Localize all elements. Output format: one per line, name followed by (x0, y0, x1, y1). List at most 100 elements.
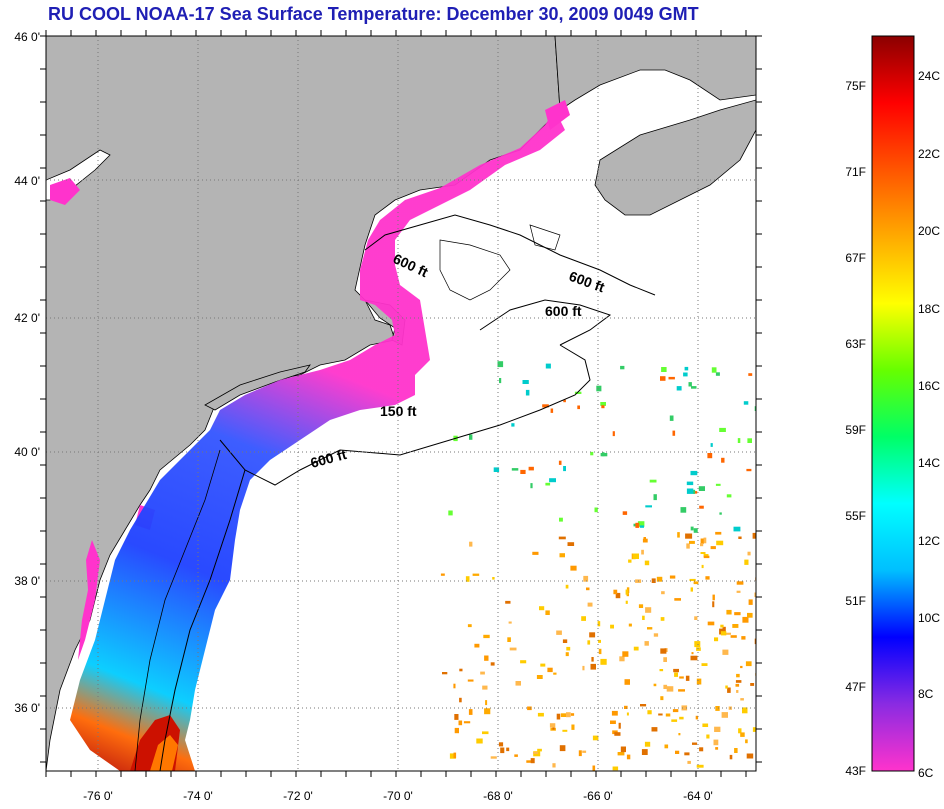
sst-pixel (668, 376, 675, 380)
sst-pixel (690, 655, 698, 661)
sst-pixel (678, 689, 685, 692)
sst-pixel (545, 363, 551, 369)
sst-pixel (699, 505, 704, 509)
sst-pixel (458, 720, 463, 726)
sst-pixel (468, 709, 473, 715)
coastal-sst-band (70, 110, 565, 771)
sst-pixel (472, 573, 480, 576)
sst-pixel (614, 732, 621, 736)
sst-pixel (686, 543, 690, 549)
sst-pixel (710, 443, 713, 447)
sst-pixel (559, 745, 566, 752)
sst-pixel (736, 590, 741, 593)
sst-pixel (691, 386, 697, 389)
sst-pixel (689, 578, 696, 581)
sst-pixel (725, 685, 728, 689)
sst-pixel (600, 658, 607, 665)
sst-pixel (508, 621, 512, 624)
sst-pixel (711, 367, 717, 373)
sst-pixel (701, 663, 708, 666)
sst-pixel (624, 679, 630, 685)
sst-pixel (730, 635, 737, 638)
sst-pixel (684, 752, 690, 756)
sst-pixel (615, 592, 621, 599)
sst-pixel (664, 744, 669, 749)
sst-pixel (661, 591, 665, 595)
lat-label-44: 44 0' (14, 174, 40, 188)
sst-pixel (660, 617, 665, 621)
sst-pixel (669, 415, 674, 421)
sst-pixel (520, 469, 526, 474)
sst-pixel (454, 727, 459, 734)
sst-pixel (703, 555, 710, 559)
sst-pixel (693, 581, 699, 585)
sst-pixel (689, 540, 695, 544)
sst-pixel (539, 606, 545, 611)
sst-pixel (719, 427, 726, 432)
sst-pixel (649, 479, 657, 483)
sst-pixel (678, 733, 681, 736)
sst-pixel (483, 634, 490, 639)
lat-label-38: 38 0' (14, 574, 40, 588)
sst-pixel (746, 468, 752, 472)
sst-pixel (469, 541, 473, 547)
sst-pixel (482, 731, 489, 735)
sst-pixel (499, 378, 502, 384)
sst-pixel (729, 754, 733, 760)
sst-pixel (537, 748, 542, 752)
sst-pixel (738, 728, 742, 734)
sst-pixel (565, 652, 569, 657)
sst-pixel (570, 565, 577, 571)
sst-pixel (696, 647, 701, 651)
land-canada-north (554, 36, 756, 111)
sst-pixel (601, 405, 605, 409)
sst-pixel (690, 470, 698, 476)
sst-pixel (651, 727, 658, 732)
sst-pixel (567, 542, 575, 546)
sst-pixel (726, 609, 732, 615)
sst-pixel (612, 766, 619, 771)
sst-pixel (459, 697, 462, 703)
sst-pixel (560, 713, 568, 717)
sst-pixel (750, 683, 755, 686)
sst-pixel (612, 431, 615, 437)
sst-pixel (633, 646, 639, 651)
sst-pixel (736, 673, 740, 678)
sst-pixel (690, 587, 693, 592)
sst-pixel (747, 438, 752, 443)
lon-label-66: -66 0' (583, 789, 613, 803)
sst-pixel (740, 732, 745, 737)
sst-pixel (635, 522, 640, 528)
sst-pixel (611, 710, 618, 716)
sst-pixel (640, 704, 647, 707)
sst-pixel (748, 599, 753, 605)
sst-pixel (754, 406, 756, 411)
contour-label-150ft: 150 ft (380, 403, 417, 419)
sst-pixel (645, 505, 652, 508)
sst-pixel (582, 665, 585, 671)
sst-pixel (700, 552, 706, 554)
sst-pixel (559, 517, 563, 522)
sst-pixel (703, 537, 707, 544)
sst-pixel (642, 538, 648, 543)
sst-pixel (748, 373, 753, 376)
land-nova-scotia (594, 99, 756, 216)
sst-pixel (676, 386, 682, 391)
sst-pixel (735, 680, 742, 683)
sst-pixel (587, 602, 593, 607)
sst-pixel (703, 554, 709, 557)
sst-pixel (677, 532, 680, 538)
sst-pixel (536, 675, 543, 679)
sst-pixel (619, 656, 625, 662)
sst-pixel (712, 594, 715, 601)
sst-pixel (459, 668, 463, 672)
sst-pixel (480, 671, 485, 675)
sst-pixel (644, 741, 651, 747)
sst-pixel (733, 526, 741, 532)
lon-label-68: -68 0' (483, 789, 513, 803)
sst-pixel (653, 633, 659, 637)
sst-pixel (752, 727, 756, 732)
sst-pixel (644, 641, 649, 646)
lon-label-74: -74 0' (183, 789, 213, 803)
sst-pixel (680, 507, 687, 513)
